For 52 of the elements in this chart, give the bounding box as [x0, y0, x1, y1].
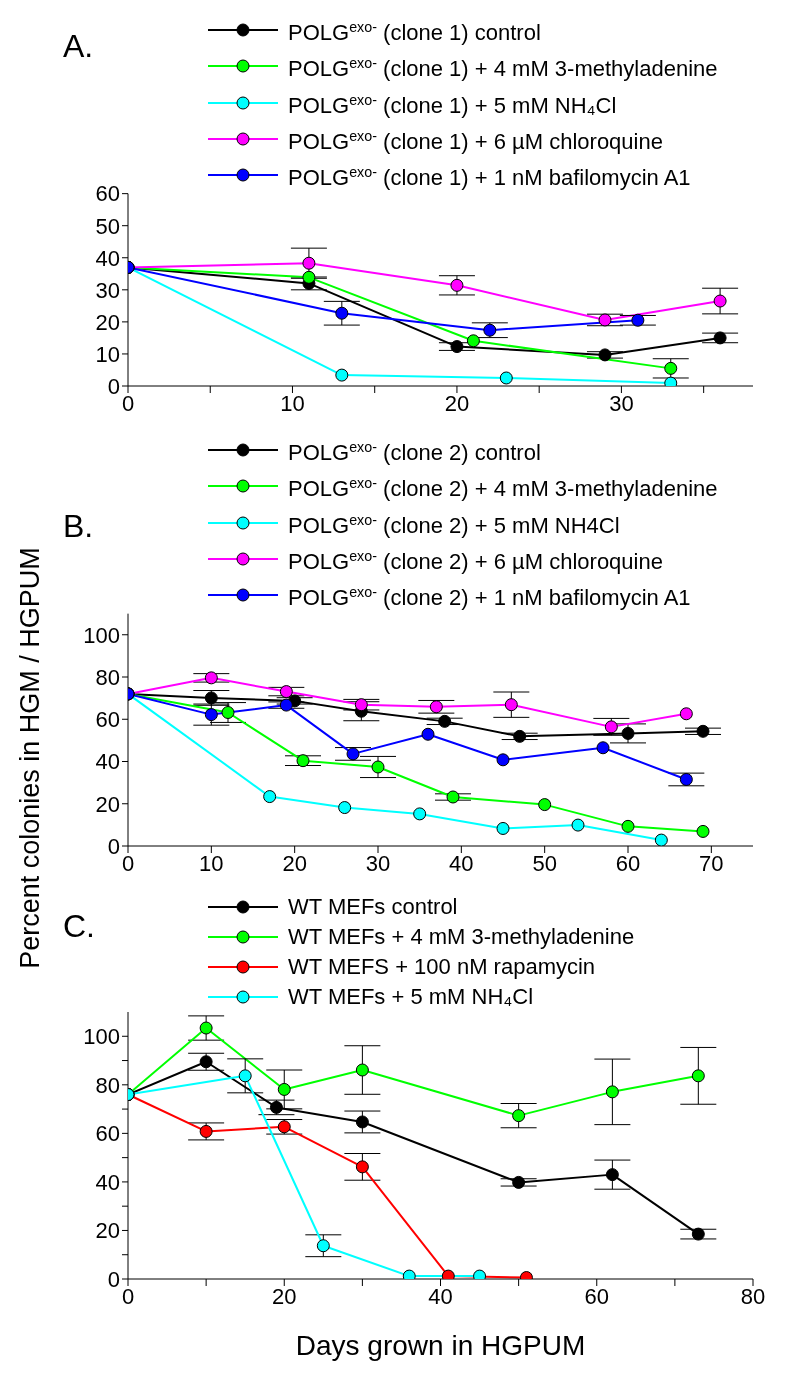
x-tick-label: 40 [428, 1283, 453, 1309]
legend-label: POLG$^{exo-}$ (clone 1) control [288, 19, 541, 46]
x-axis-title: Days grown in HGPUM [295, 1330, 586, 1361]
x-tick-label: 10 [280, 390, 305, 416]
y-tick-label: 80 [95, 664, 120, 690]
x-tick-label: 60 [615, 850, 641, 876]
legend-label: POLG$^{exo-}$ (clone 2) + 4 mM 3-methyladenine [288, 475, 718, 502]
chart-title: A. [63, 28, 94, 65]
x-tick-label: 10 [199, 850, 224, 876]
y-tick-label: 60 [95, 1121, 120, 1147]
x-tick-label: 50 [532, 850, 557, 876]
y-tick-label: 30 [95, 277, 120, 303]
y-tick-label: 0 [107, 1266, 120, 1292]
y-tick-label: 20 [95, 309, 120, 335]
y-tick-label: 60 [95, 707, 120, 733]
y-tick-label: 0 [107, 373, 120, 399]
legend-label: WT MEFs control [288, 894, 458, 919]
y-tick-label: 20 [95, 1218, 120, 1244]
legend-label: POLG$^{exo-}$ (clone 1) + 5 mM NH₄Cl [288, 91, 617, 118]
y-tick-label: 0 [107, 833, 120, 859]
legend-label: POLG$^{exo-}$ (clone 2) + 1 nM bafilomycin A1 [288, 584, 691, 611]
legend-label: POLG$^{exo-}$ (clone 1) + 6 µM chloroquine [288, 127, 663, 155]
legend-label: WT MEFS + 100 nM rapamycin [288, 954, 596, 979]
x-tick-label: 30 [365, 850, 391, 876]
x-tick-label: 20 [444, 390, 470, 416]
y-tick-label: 40 [95, 245, 120, 271]
x-tick-label: 60 [584, 1283, 609, 1309]
legend-label: WT MEFs + 5 mM NH₄Cl [288, 984, 534, 1009]
x-tick-label: 70 [699, 850, 724, 876]
x-tick-label: 80 [740, 1283, 766, 1309]
y-tick-label: 40 [95, 1169, 120, 1195]
y-tick-label: 50 [95, 213, 120, 239]
legend-label: POLG$^{exo-}$ (clone 1) + 4 mM 3-methyladenine [288, 55, 718, 82]
y-tick-label: 100 [83, 1024, 120, 1050]
y-tick-label: 100 [83, 622, 120, 648]
y-tick-label: 80 [95, 1072, 120, 1098]
y-tick-label: 20 [95, 791, 120, 817]
legend-label: WT MEFs + 4 mM 3-methyladenine [288, 924, 635, 949]
legend-label: POLG$^{exo-}$ (clone 2) control [288, 439, 541, 466]
y-tick-label: 10 [95, 341, 120, 367]
y-axis-title: Percent colonies in HGM / HGPUM [14, 547, 46, 969]
y-tick-label: 60 [95, 181, 120, 207]
y-tick-label: 40 [95, 749, 120, 775]
chart-title: B. [63, 508, 94, 545]
legend-label: POLG$^{exo-}$ (clone 1) + 1 nM bafilomycin A1 [288, 164, 691, 191]
x-tick-label: 30 [609, 390, 634, 416]
x-tick-label: 20 [272, 1283, 297, 1309]
legend-label: POLG$^{exo-}$ (clone 2) + 5 mM NH4Cl [288, 511, 620, 538]
x-tick-label: 20 [282, 850, 307, 876]
x-tick-label: 40 [449, 850, 474, 876]
chart-title: C. [63, 908, 95, 945]
legend-label: POLG$^{exo-}$ (clone 2) + 6 µM chloroquine [288, 547, 663, 575]
